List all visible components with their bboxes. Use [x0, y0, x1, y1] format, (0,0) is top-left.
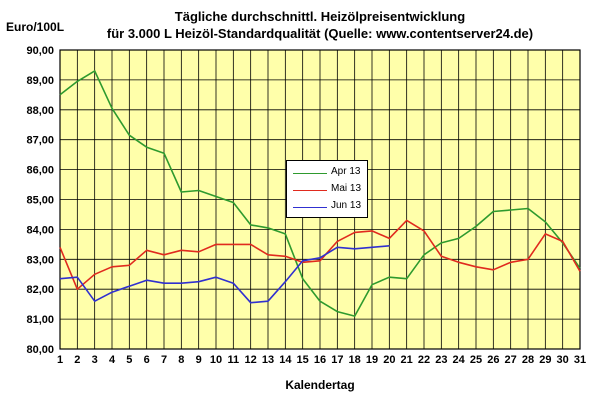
legend: Apr 13 Mai 13 Jun 13: [286, 160, 368, 218]
x-tick-label: 26: [487, 354, 499, 366]
y-tick-label: 88,00: [26, 105, 54, 117]
x-tick-label: 18: [349, 354, 361, 366]
x-tick-label: 24: [453, 354, 466, 366]
chart-title-line1: Tägliche durchschnittl. Heizölpreisentwi…: [174, 9, 466, 24]
chart-title: Tägliche durchschnittl. Heizölpreisentwi…: [60, 8, 580, 42]
y-tick-label: 87,00: [26, 135, 54, 147]
x-tick-label: 13: [262, 354, 274, 366]
x-tick-label: 1: [57, 354, 63, 366]
y-tick-label: 84,00: [26, 224, 54, 236]
x-tick-label: 17: [331, 354, 343, 366]
x-tick-label: 7: [161, 354, 167, 366]
plot-border: [59, 49, 581, 350]
x-tick-label: 3: [92, 354, 98, 366]
chart-title-line2: für 3.000 L Heizöl-Standardqualität (Que…: [106, 26, 534, 41]
x-tick-label: 10: [210, 354, 222, 366]
x-tick-label: 21: [401, 354, 413, 366]
y-tick-label: 81,00: [26, 314, 54, 326]
legend-item-apr: Apr 13: [293, 165, 367, 181]
x-tick-label: 2: [74, 354, 80, 366]
legend-swatch-apr: [293, 173, 327, 174]
y-tick-label: 82,00: [26, 284, 54, 296]
x-tick-label: 19: [366, 354, 378, 366]
x-tick-label: 22: [418, 354, 430, 366]
x-tick-label: 9: [196, 354, 202, 366]
x-tick-label: 23: [435, 354, 447, 366]
x-tick-label: 5: [126, 354, 132, 366]
x-axis-label: Kalendertag: [285, 378, 355, 392]
x-tick-label: 14: [279, 354, 292, 366]
x-tick-label: 4: [109, 354, 116, 366]
x-tick-label: 27: [505, 354, 517, 366]
y-tick-label: 89,00: [26, 75, 54, 87]
y-tick-label: 83,00: [26, 254, 54, 266]
x-tick-label: 16: [314, 354, 326, 366]
x-tick-label: 31: [574, 354, 586, 366]
series-line-jun-13: [59, 245, 390, 304]
legend-item-jun: Jun 13: [293, 199, 367, 215]
x-tick-label: 25: [470, 354, 482, 366]
legend-label-mai: Mai 13: [331, 183, 362, 194]
y-tick-label: 90,00: [26, 45, 54, 57]
legend-swatch-mai: [293, 190, 327, 191]
y-axis-label: Euro/100L: [6, 20, 65, 34]
y-tick-label: 86,00: [26, 165, 54, 177]
x-tick-label: 6: [144, 354, 150, 366]
series-line-mai-13: [59, 219, 581, 291]
x-tick-label: 11: [228, 354, 240, 366]
legend-item-mai: Mai 13: [293, 182, 367, 198]
x-tick-label: 12: [245, 354, 257, 366]
series-line-apr-13: [59, 70, 581, 317]
legend-label-apr: Apr 13: [331, 166, 361, 177]
x-tick-label: 28: [522, 354, 534, 366]
x-tick-label: 15: [297, 354, 309, 366]
y-tick-label: 80,00: [26, 344, 54, 356]
x-tick-label: 20: [383, 354, 395, 366]
x-tick-label: 8: [178, 354, 184, 366]
legend-swatch-jun: [293, 207, 327, 208]
legend-label-jun: Jun 13: [331, 200, 362, 211]
x-tick-label: 30: [557, 354, 569, 366]
x-tick-label: 29: [539, 354, 551, 366]
y-tick-label: 85,00: [26, 195, 54, 207]
